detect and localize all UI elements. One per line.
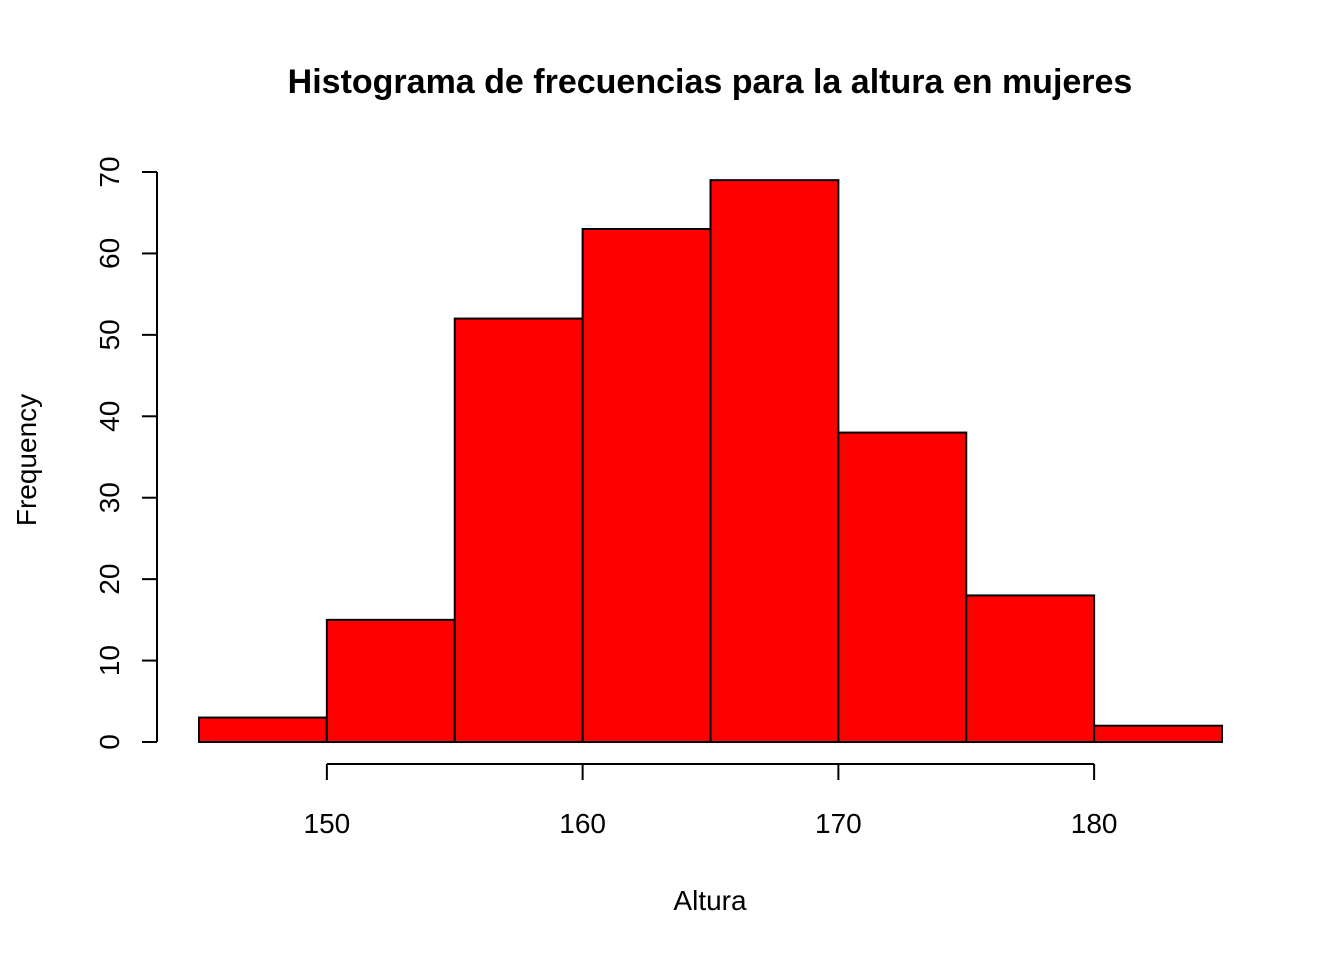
y-tick-label-30: 30 [94,482,125,513]
x-axis: 150 160 170 180 [304,763,1118,839]
y-tick-label-40: 40 [94,401,125,432]
y-axis-label: Frequency [11,394,42,526]
bars-group [198,179,1223,744]
x-tick-label-180: 180 [1071,808,1118,839]
y-tick-label-0: 0 [94,734,125,750]
histogram-bar-175-180 [965,594,1096,744]
x-tick-label-160: 160 [559,808,606,839]
histogram-bar-155-160 [453,317,584,743]
y-tick-label-10: 10 [94,645,125,676]
chart-title: Histograma de frecuencias para la altura… [288,63,1133,101]
x-tick-label-170: 170 [815,808,862,839]
x-tick-label-150: 150 [304,808,351,839]
y-axis: 0 10 20 30 40 50 60 70 [94,156,158,750]
histogram-bar-145-150 [198,716,328,743]
x-axis-label: Altura [673,885,747,916]
y-tick-label-20: 20 [94,564,125,595]
histogram-bar-165-170 [709,179,840,743]
y-tick-label-50: 50 [94,319,125,350]
histogram-bar-150-155 [325,618,456,743]
histogram-bar-170-175 [837,431,968,743]
histogram-bar-160-165 [581,228,712,743]
y-tick-label-70: 70 [94,156,125,187]
histogram-bar-180-185 [1093,724,1223,744]
y-tick-label-60: 60 [94,238,125,269]
